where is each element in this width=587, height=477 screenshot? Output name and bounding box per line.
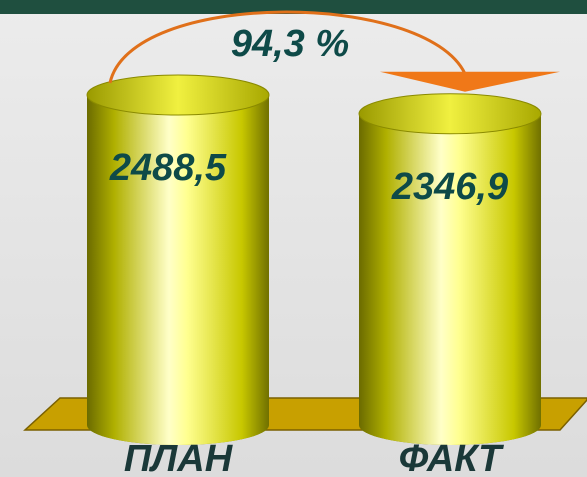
category-label: ПЛАН <box>124 438 234 477</box>
ratio-arc <box>108 10 467 84</box>
labels: 2488,5 ПЛАН 2346,9 ФАКТ <box>109 147 508 477</box>
cylinder <box>86 74 270 445</box>
value-label: 2488,5 <box>109 147 227 189</box>
cylinder-body <box>359 113 541 425</box>
bars <box>86 74 542 445</box>
cylinder-bottom-rim <box>359 405 541 445</box>
category-label: ФАКТ <box>399 438 504 477</box>
cylinder <box>358 93 542 445</box>
cylinder-top <box>86 74 270 116</box>
value-label: 2346,9 <box>391 166 508 208</box>
arrow-head <box>380 71 560 92</box>
ratio-annotation: 94,3 % <box>231 23 349 65</box>
top-band <box>0 0 587 14</box>
cylinder-bottom-rim <box>87 405 269 445</box>
cylinder-body <box>87 95 269 425</box>
cylinder-top <box>358 93 542 135</box>
